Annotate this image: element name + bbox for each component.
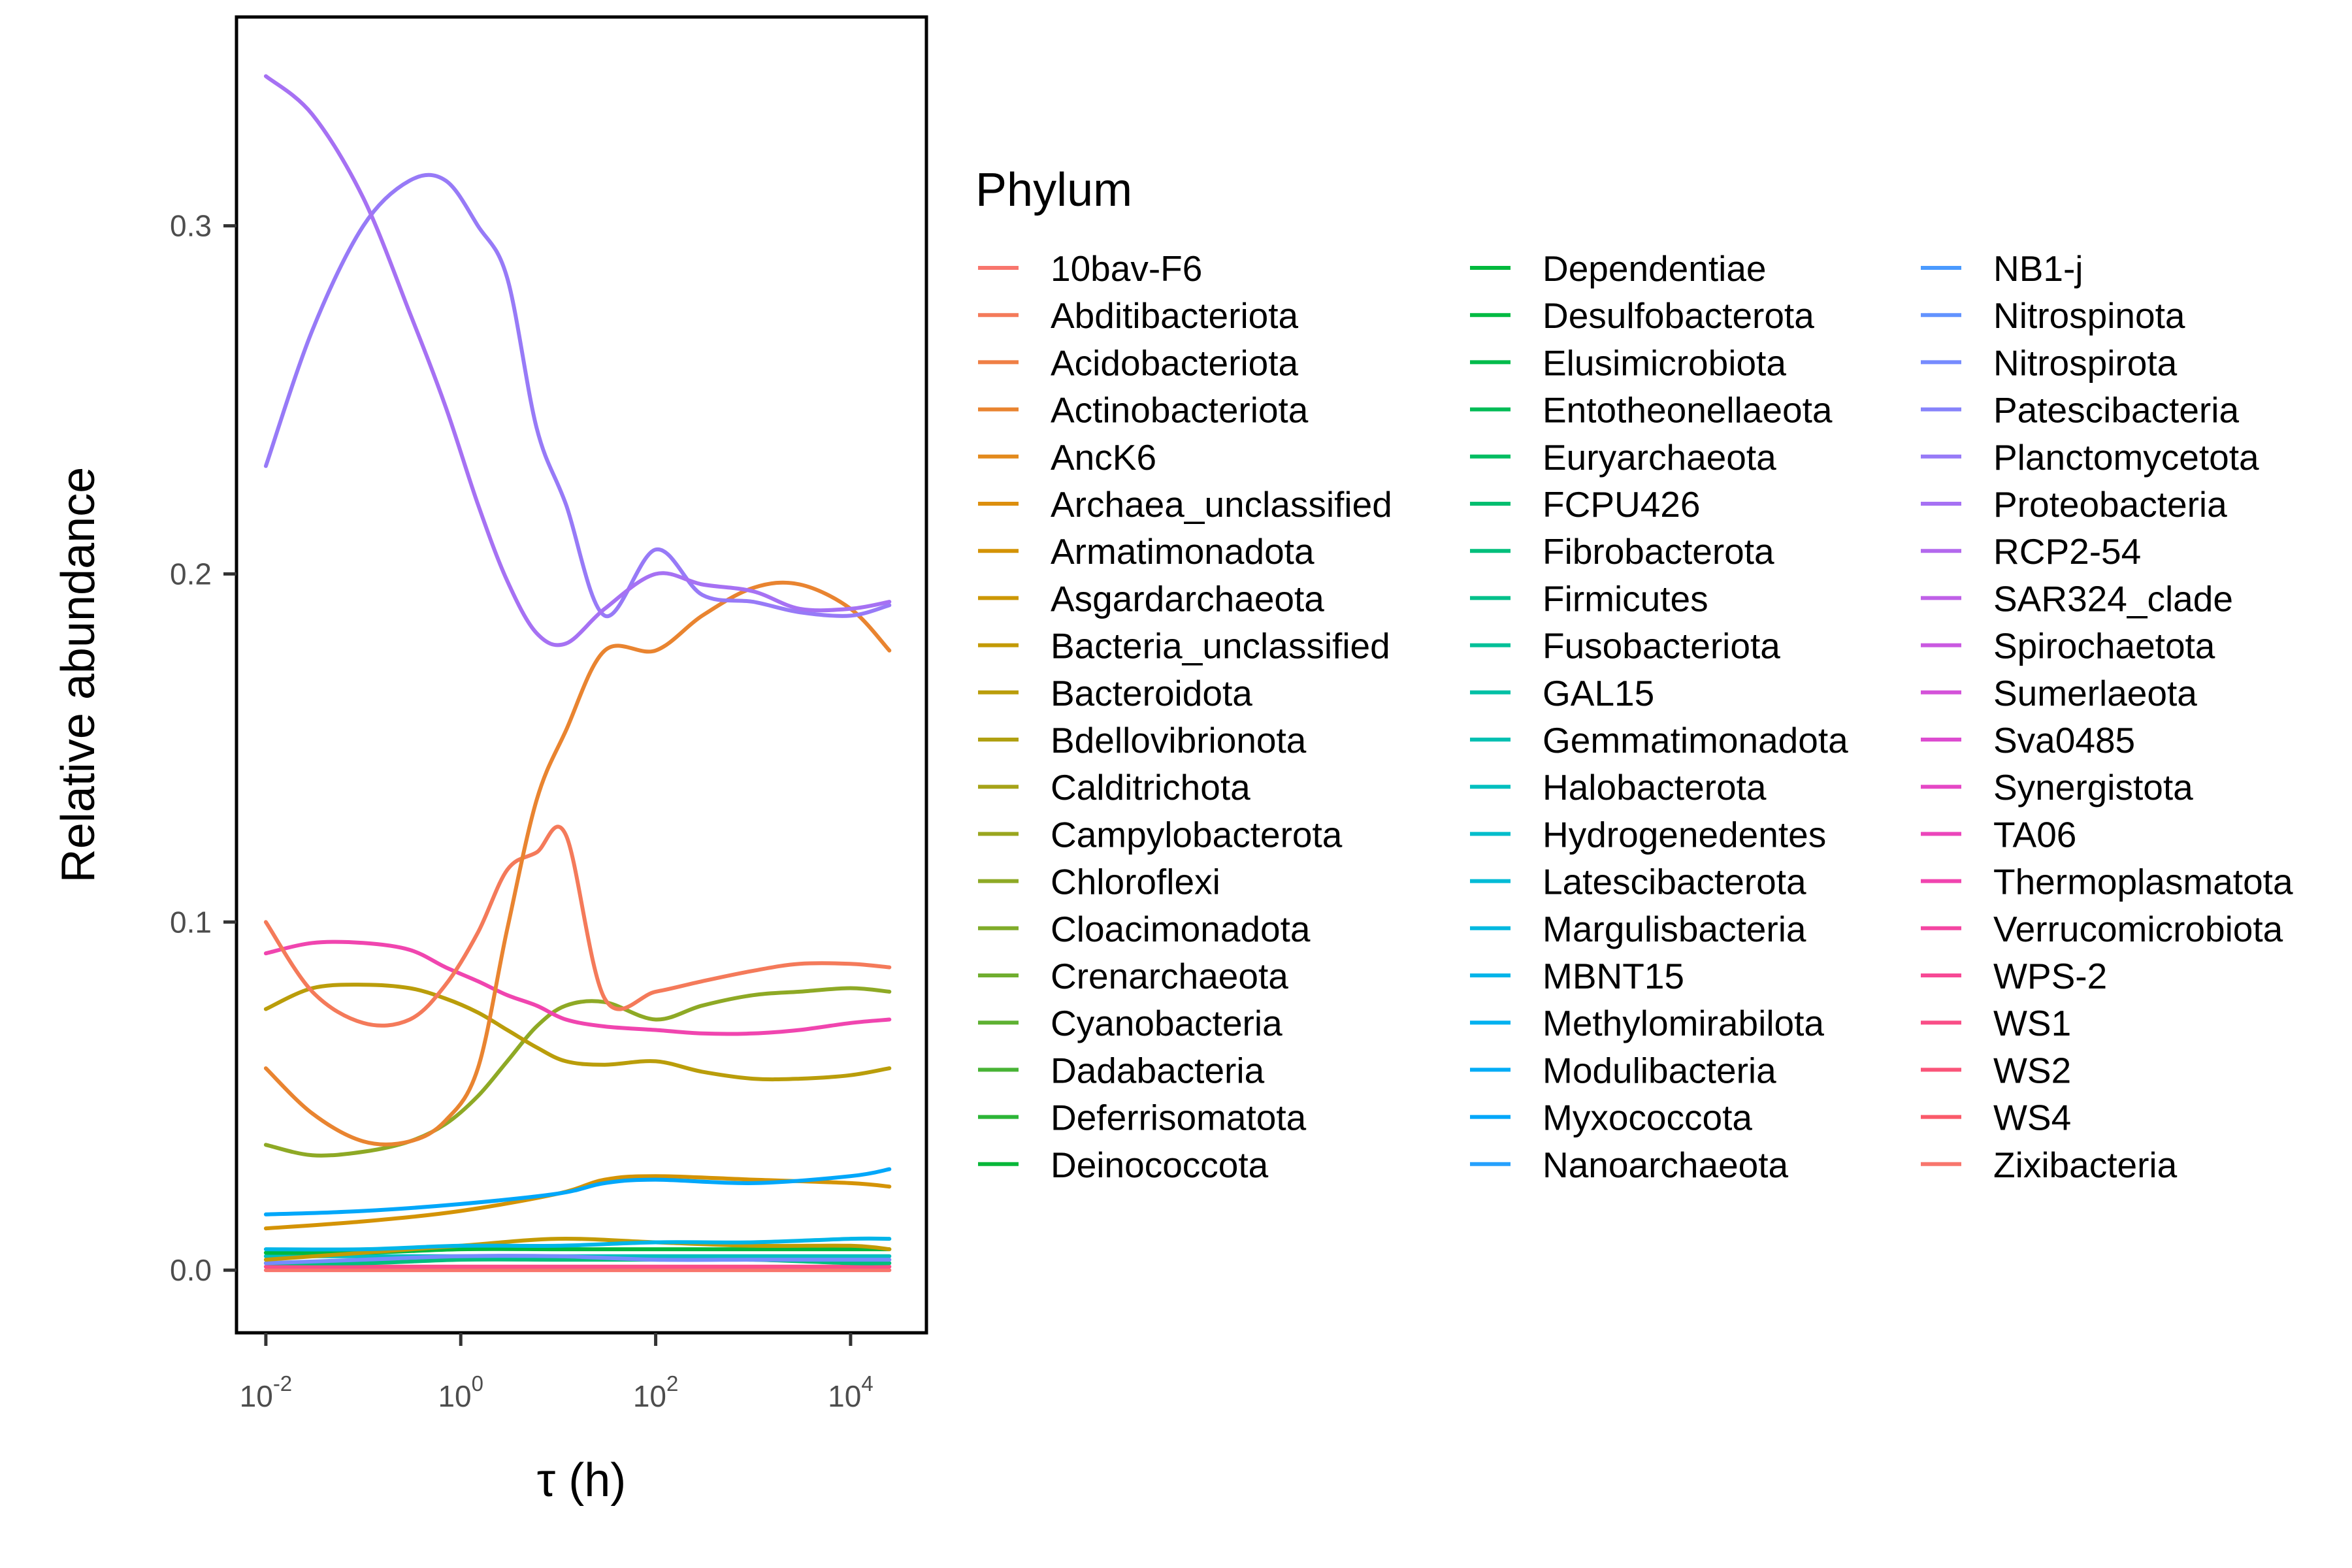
legend-label: Fusobacteriota <box>1543 626 1780 666</box>
legend-label: Halobacterota <box>1543 767 1767 808</box>
legend-label: Planctomycetota <box>1993 437 2259 478</box>
legend-label: Patescibacteria <box>1993 390 2239 431</box>
legend-label: Calditrichota <box>1051 767 1250 808</box>
series-line-nitrospirota <box>263 1254 892 1266</box>
legend-label: Nitrospinota <box>1993 295 2185 336</box>
series-line-bacteria-unclassified <box>263 1237 892 1262</box>
x-tick-base: 10 <box>438 1379 471 1413</box>
x-tick-base: 10 <box>240 1379 273 1413</box>
series-layer <box>263 74 892 1273</box>
legend-label: WPS-2 <box>1993 956 2107 996</box>
series-line-myxococcota <box>263 1167 892 1217</box>
legend-label: Fibrobacterota <box>1543 531 1774 572</box>
legend-label: Abditibacteriota <box>1051 295 1299 336</box>
y-axis: 0.0 0.1 0.2 0.3 <box>170 209 237 1287</box>
legend-label: Archaea_unclassified <box>1051 484 1392 525</box>
legend-label: Chloroflexi <box>1051 862 1220 902</box>
y-tick-label: 0.0 <box>170 1253 212 1287</box>
legend-label: Desulfobacterota <box>1543 295 1814 336</box>
x-tick-base: 10 <box>828 1379 861 1413</box>
legend-label: Myxococcota <box>1543 1098 1752 1138</box>
series-line-bacteroidota <box>263 983 892 1082</box>
series-line-planctomycetota <box>263 172 892 619</box>
x-axis-title: τ (h) <box>537 1454 626 1507</box>
legend-label: Actinobacteriota <box>1051 390 1309 431</box>
legend-label: Methylomirabilota <box>1543 1003 1824 1043</box>
legend-label: Spirochaetota <box>1993 626 2215 666</box>
x-axis: 10-2 100 102 104 <box>240 1333 874 1413</box>
legend-label: Dependentiae <box>1543 248 1767 289</box>
legend-label: Firmicutes <box>1543 578 1708 619</box>
x-tick-label: 102 <box>633 1371 679 1413</box>
legend-label: Asgardarchaeota <box>1051 578 1324 619</box>
y-tick-label: 0.1 <box>170 905 212 939</box>
panel-border <box>235 15 928 1335</box>
legend-label: Sva0485 <box>1993 720 2135 760</box>
legend-label: Bacteria_unclassified <box>1051 626 1390 666</box>
legend-label: TA06 <box>1993 814 2076 855</box>
x-tick-label: 104 <box>828 1371 874 1413</box>
y-axis-title: Relative abundance <box>52 467 105 883</box>
legend-label: Armatimonadota <box>1051 531 1315 572</box>
legend-label: Dadabacteria <box>1051 1050 1265 1090</box>
legend-label: NB1-j <box>1993 248 2083 289</box>
legend-label: Gemmatimonadota <box>1543 720 1848 760</box>
legend-label: Crenarchaeota <box>1051 956 1288 996</box>
legend-label: AncK6 <box>1051 437 1156 478</box>
legend-label: Latescibacterota <box>1543 862 1806 902</box>
legend-label: Deferrisomatota <box>1051 1098 1307 1138</box>
legend-label: Campylobacterota <box>1051 814 1343 855</box>
x-tick-base: 10 <box>633 1379 666 1413</box>
legend-label: Bacteroidota <box>1051 673 1252 713</box>
legend-label: Deinococcota <box>1051 1145 1269 1185</box>
legend-label: Elusimicrobiota <box>1543 342 1786 383</box>
legend-label: Bdellovibrionota <box>1051 720 1307 760</box>
legend-label: Zixibacteria <box>1993 1145 2178 1185</box>
legend-label: WS2 <box>1993 1050 2071 1090</box>
legend-label: Cloacimonadota <box>1051 909 1311 949</box>
x-tick-label: 100 <box>438 1371 483 1413</box>
legend-label: 10bav-F6 <box>1051 248 1202 289</box>
x-tick-exponent: 0 <box>472 1371 483 1396</box>
x-tick-exponent: -2 <box>273 1371 292 1396</box>
legend-label: Nanoarchaeota <box>1543 1145 1789 1185</box>
legend-label: Acidobacteriota <box>1051 342 1299 383</box>
legend-title: Phylum <box>975 164 1132 216</box>
x-tick-exponent: 4 <box>861 1371 873 1396</box>
legend-label: Sumerlaeota <box>1993 673 2197 713</box>
legend-label: Cyanobacteria <box>1051 1003 1282 1043</box>
legend-label: SAR324_clade <box>1993 578 2233 619</box>
legend-label: Euryarchaeota <box>1543 437 1776 478</box>
series-line-proteobacteria <box>263 74 892 647</box>
legend: Phylum 10bav-F6 Abditibacteriota Acidobact… <box>975 164 2293 1185</box>
legend-label: MBNT15 <box>1543 956 1684 996</box>
series-line-abditibacteriota <box>263 825 892 1028</box>
legend-label: Synergistota <box>1993 767 2193 808</box>
legend-label: Modulibacteria <box>1543 1050 1776 1090</box>
legend-label: Margulisbacteria <box>1543 909 1806 949</box>
y-tick-label: 0.3 <box>170 209 212 243</box>
series-line-actinobacteriota <box>263 580 892 1147</box>
series-line-mbnt15 <box>263 1236 892 1252</box>
series-line-fibrobacterota <box>263 1257 892 1266</box>
legend-label: Thermoplasmatota <box>1993 862 2293 902</box>
legend-label: FCPU426 <box>1543 484 1700 525</box>
legend-label: WS1 <box>1993 1003 2071 1043</box>
legend-label: Verrucomicrobiota <box>1993 909 2283 949</box>
legend-label: WS4 <box>1993 1098 2071 1138</box>
legend-label: Entotheonellaeota <box>1543 390 1833 431</box>
legend-label: Hydrogenedentes <box>1543 814 1826 855</box>
legend-label: Nitrospirota <box>1993 342 2178 383</box>
legend-label: Proteobacteria <box>1993 484 2227 525</box>
legend-label: GAL15 <box>1543 673 1654 713</box>
x-tick-label: 10-2 <box>240 1371 293 1413</box>
legend-label: RCP2-54 <box>1993 531 2141 572</box>
y-tick-label: 0.2 <box>170 557 212 591</box>
series-line-thermoplasmatota <box>263 939 892 1036</box>
x-tick-exponent: 2 <box>666 1371 678 1396</box>
